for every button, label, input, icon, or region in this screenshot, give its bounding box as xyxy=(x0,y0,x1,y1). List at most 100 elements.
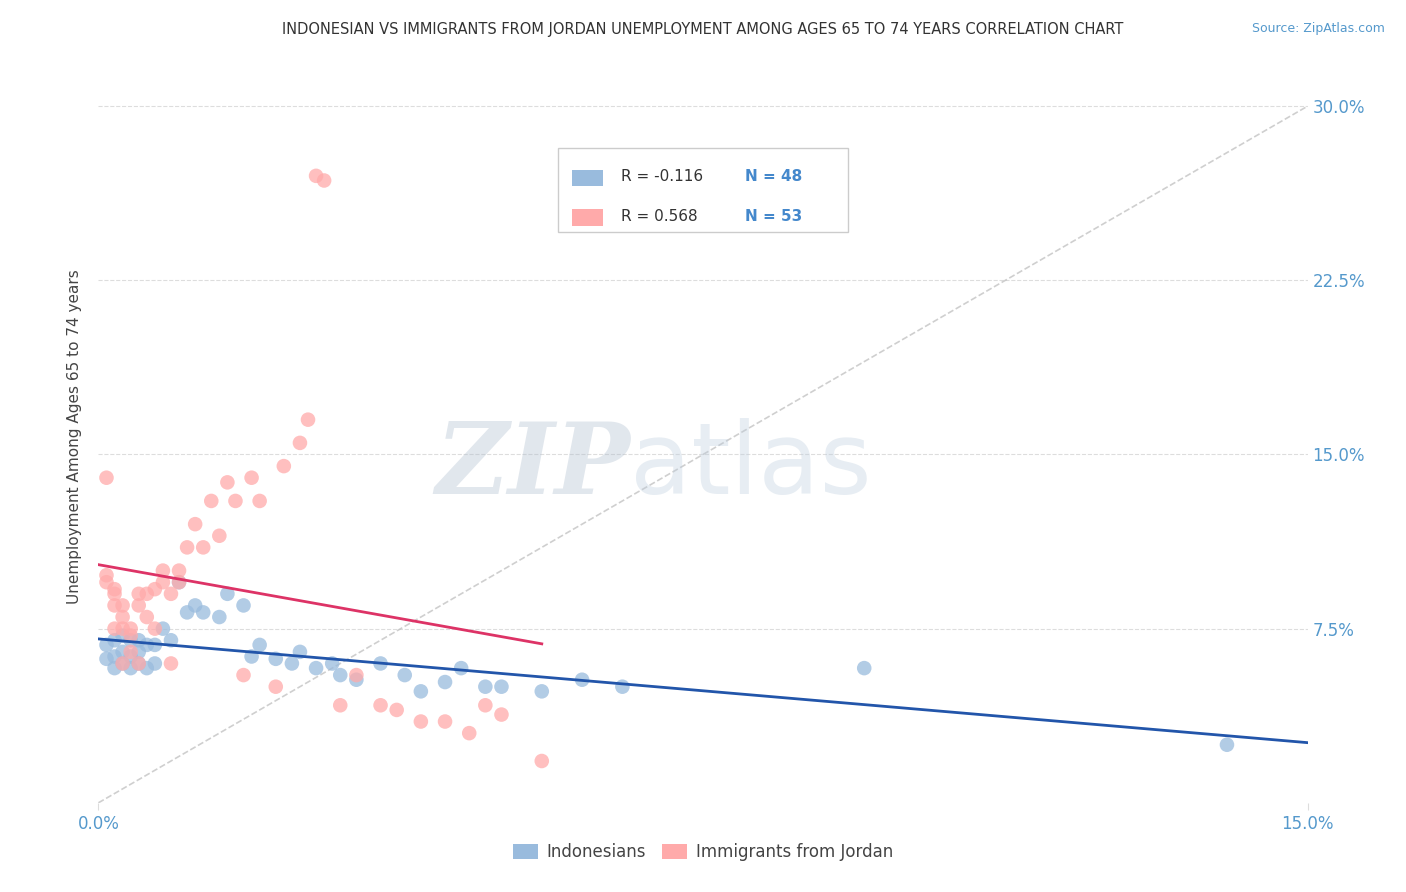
Point xyxy=(329,698,352,713)
Point xyxy=(152,575,174,590)
Point xyxy=(111,599,134,613)
Text: N = 53: N = 53 xyxy=(745,209,803,224)
Point xyxy=(167,564,190,578)
Point xyxy=(612,680,634,694)
Text: N = 48: N = 48 xyxy=(745,169,803,185)
Point xyxy=(530,754,553,768)
Point xyxy=(135,587,157,601)
Point xyxy=(103,633,125,648)
Point xyxy=(120,645,142,659)
Point xyxy=(111,657,134,671)
Point xyxy=(193,606,215,620)
Y-axis label: Unemployment Among Ages 65 to 74 years: Unemployment Among Ages 65 to 74 years xyxy=(67,269,83,605)
Point xyxy=(853,661,876,675)
Point xyxy=(491,707,513,722)
Point xyxy=(167,575,190,590)
Point xyxy=(176,606,198,620)
Point xyxy=(281,657,304,671)
Point xyxy=(249,638,271,652)
Point xyxy=(385,703,408,717)
Text: atlas: atlas xyxy=(630,417,872,515)
Point xyxy=(111,610,134,624)
Point xyxy=(111,629,134,643)
Point xyxy=(160,587,183,601)
Point xyxy=(208,610,231,624)
Point xyxy=(120,649,142,664)
Point xyxy=(120,622,142,636)
Point xyxy=(184,599,207,613)
FancyBboxPatch shape xyxy=(572,169,603,186)
Point xyxy=(224,494,246,508)
Point xyxy=(143,638,166,652)
Point xyxy=(128,657,150,671)
Point xyxy=(160,657,183,671)
Point xyxy=(96,471,118,485)
Point xyxy=(120,633,142,648)
Point xyxy=(217,475,239,490)
Point xyxy=(96,568,118,582)
Point xyxy=(111,622,134,636)
Point xyxy=(297,412,319,426)
Point xyxy=(143,622,166,636)
Text: Source: ZipAtlas.com: Source: ZipAtlas.com xyxy=(1251,22,1385,36)
Point xyxy=(370,698,392,713)
Point xyxy=(200,494,222,508)
Text: ZIP: ZIP xyxy=(436,418,630,515)
Point xyxy=(103,661,125,675)
Point xyxy=(208,529,231,543)
Point xyxy=(264,680,287,694)
Point xyxy=(128,657,150,671)
Point xyxy=(176,541,198,555)
Point xyxy=(458,726,481,740)
Point xyxy=(305,661,328,675)
Point xyxy=(240,649,263,664)
Point xyxy=(530,684,553,698)
FancyBboxPatch shape xyxy=(558,148,848,232)
Point xyxy=(167,575,190,590)
Point xyxy=(193,541,215,555)
Point xyxy=(143,582,166,597)
Point xyxy=(329,668,352,682)
Point xyxy=(409,714,432,729)
Point xyxy=(288,645,311,659)
Point xyxy=(135,610,157,624)
Point xyxy=(152,622,174,636)
Point xyxy=(249,494,271,508)
Point xyxy=(103,582,125,597)
Point xyxy=(394,668,416,682)
Point xyxy=(111,645,134,659)
Point xyxy=(491,680,513,694)
Point xyxy=(128,645,150,659)
Point xyxy=(305,169,328,183)
Point xyxy=(143,657,166,671)
Text: R = -0.116: R = -0.116 xyxy=(621,169,703,185)
Point xyxy=(160,633,183,648)
Point xyxy=(103,622,125,636)
Point xyxy=(128,633,150,648)
Point xyxy=(370,657,392,671)
Point xyxy=(474,698,496,713)
Point xyxy=(450,661,472,675)
Point xyxy=(103,649,125,664)
Point xyxy=(111,657,134,671)
Point xyxy=(184,517,207,532)
Point xyxy=(135,661,157,675)
Point xyxy=(571,673,593,687)
Point xyxy=(1216,738,1239,752)
Point xyxy=(273,459,295,474)
Point xyxy=(103,587,125,601)
Point xyxy=(409,684,432,698)
Point xyxy=(96,638,118,652)
Text: R = 0.568: R = 0.568 xyxy=(621,209,697,224)
Point xyxy=(128,599,150,613)
Point xyxy=(474,680,496,694)
Point xyxy=(152,564,174,578)
Point xyxy=(96,575,118,590)
Legend: Indonesians, Immigrants from Jordan: Indonesians, Immigrants from Jordan xyxy=(506,837,900,868)
Point xyxy=(434,675,457,690)
Point xyxy=(434,714,457,729)
FancyBboxPatch shape xyxy=(572,210,603,226)
Point xyxy=(344,673,367,687)
Point xyxy=(288,436,311,450)
Point xyxy=(120,629,142,643)
